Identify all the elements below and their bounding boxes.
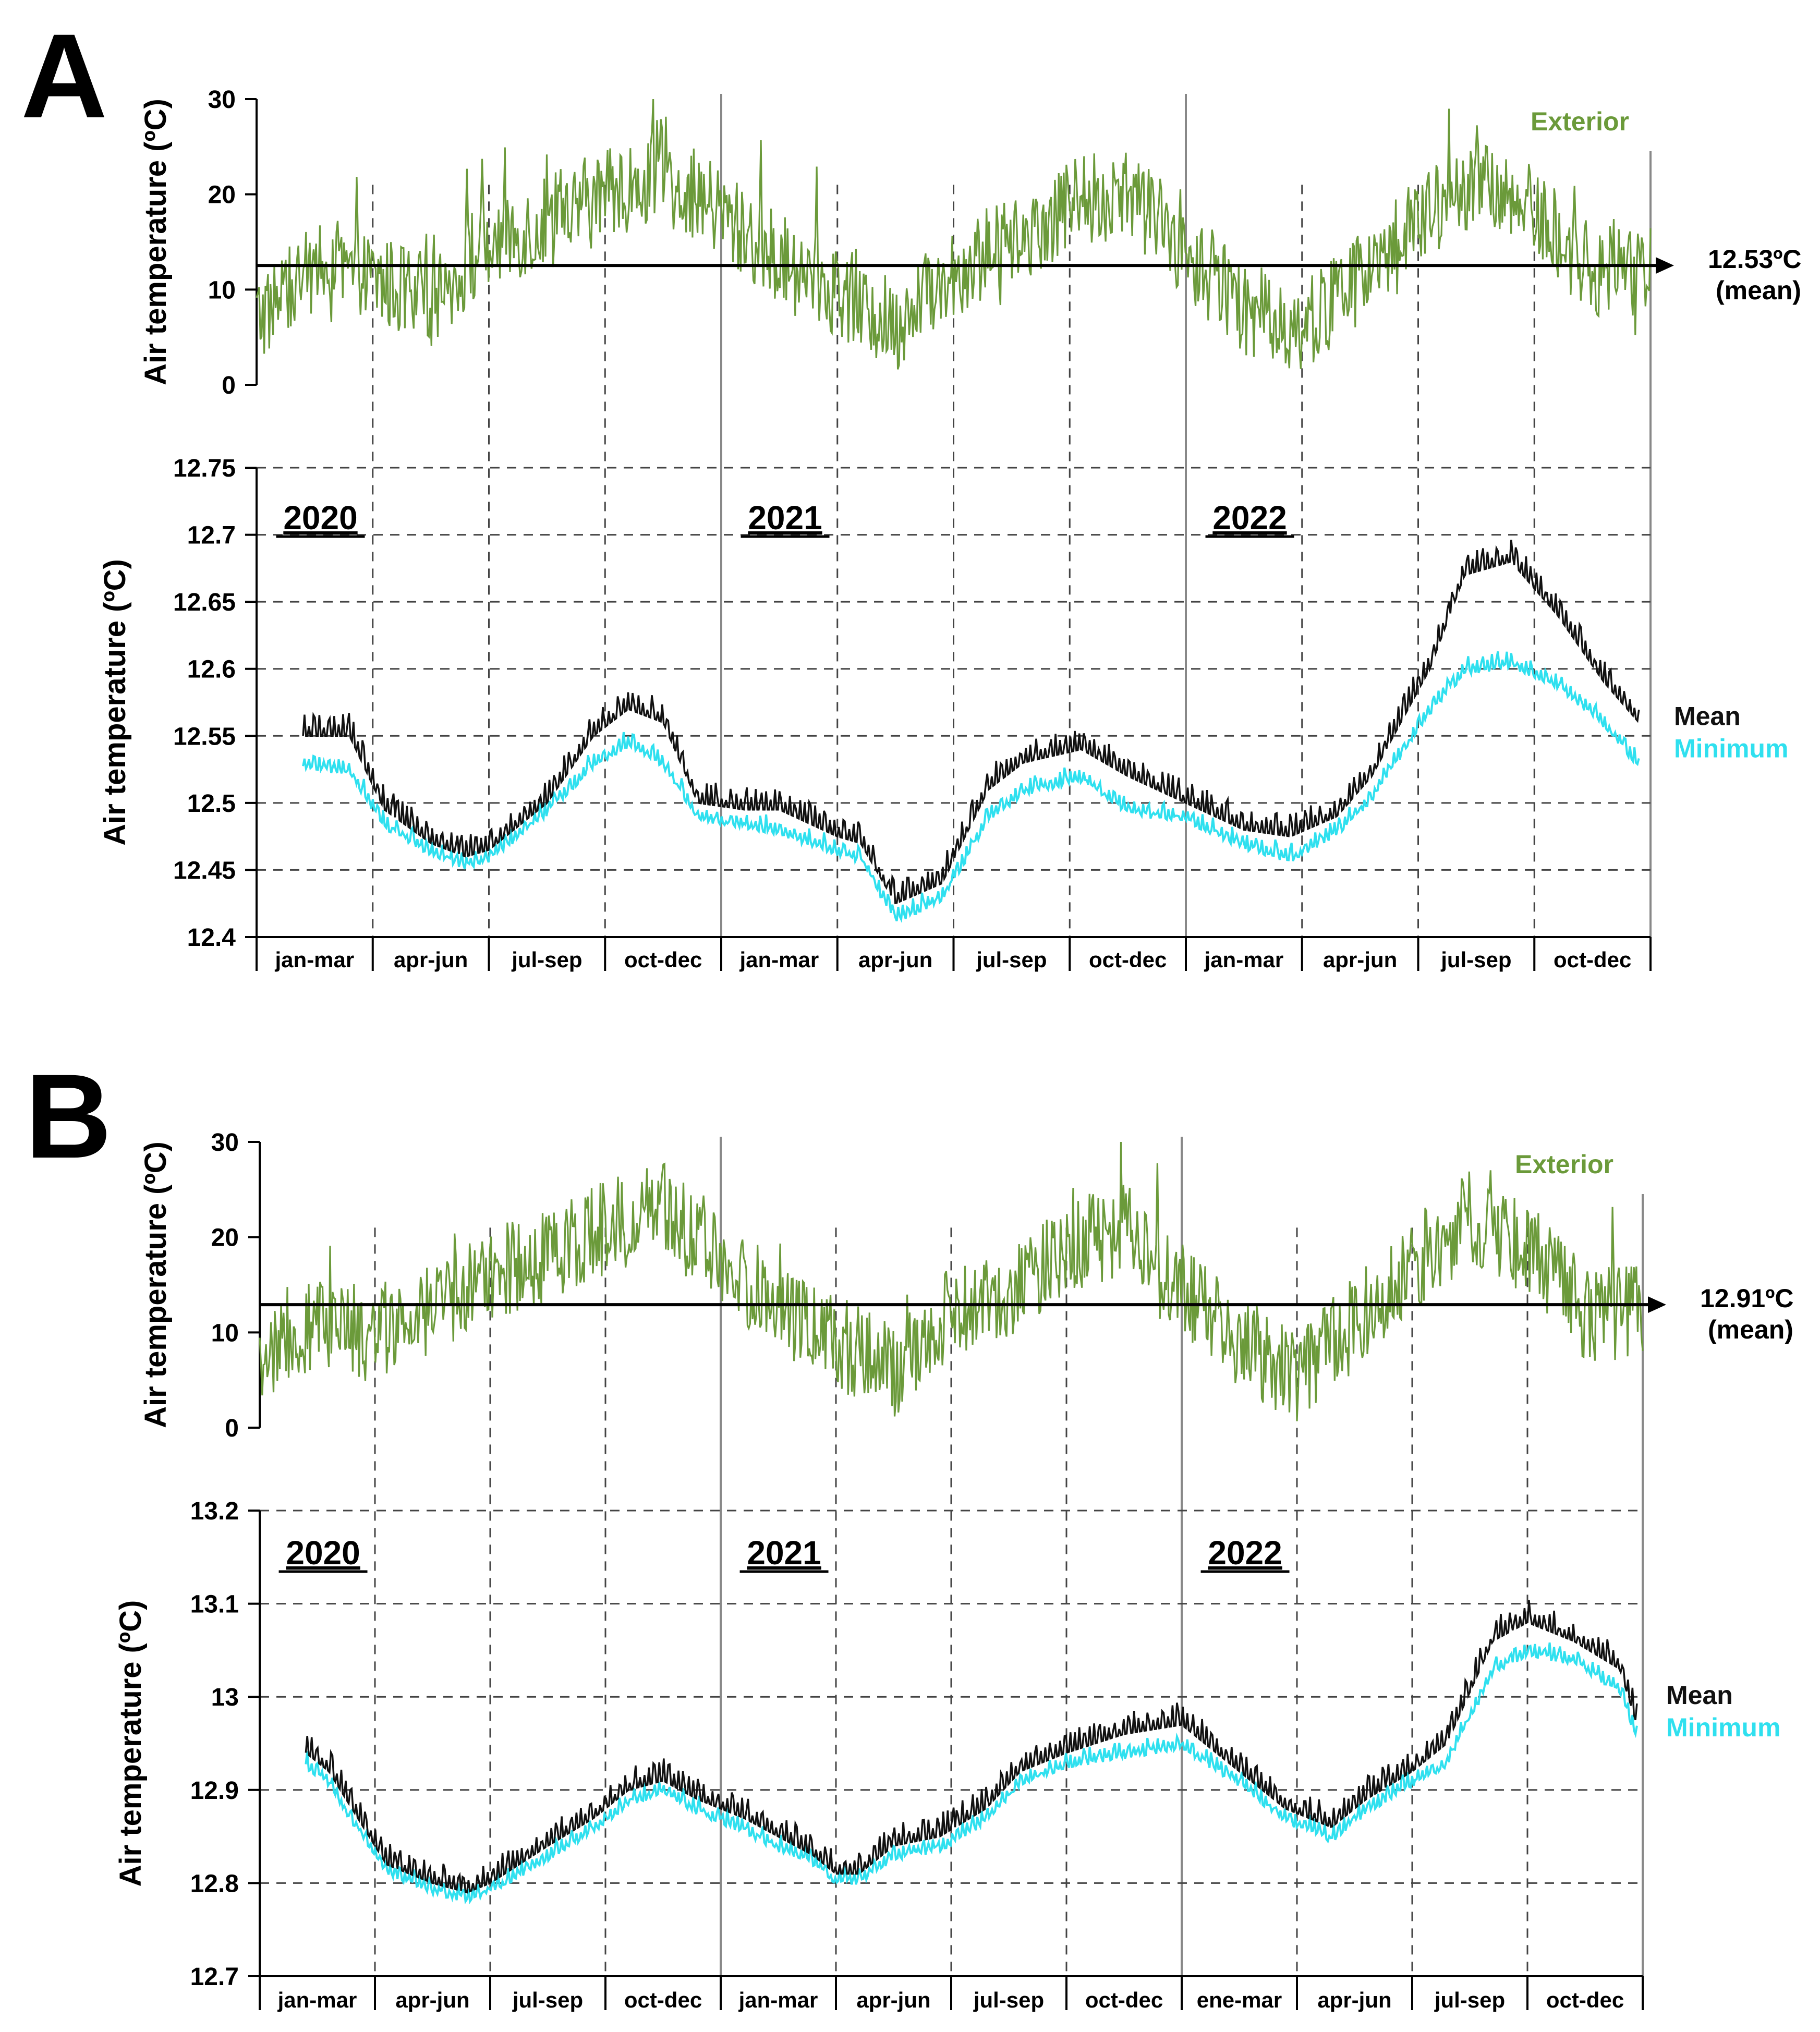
x-tick-label: oct-dec <box>1085 1988 1163 2012</box>
panel-letter: A <box>21 9 107 143</box>
panel-letter: B <box>25 1049 112 1183</box>
lower-y-tick-label: 12.7 <box>190 1963 239 1991</box>
upper-y-tick-label: 30 <box>208 86 236 114</box>
lower-y-tick-label: 12.7 <box>187 522 236 550</box>
x-tick-label: jan-mar <box>738 1988 818 2012</box>
legend-minimum: Minimum <box>1674 734 1788 763</box>
mean-series-line <box>302 540 1640 905</box>
x-tick-label: apr-jun <box>1317 1988 1391 2012</box>
x-tick-label: jul-sep <box>1440 947 1511 972</box>
mean-sublabel: (mean) <box>1708 1315 1793 1344</box>
mean-arrow-head <box>1648 1296 1666 1313</box>
legend-minimum: Minimum <box>1666 1713 1780 1742</box>
x-tick-label: jul-sep <box>976 947 1047 972</box>
panel-a: A 0 10 20 30 Air temperature (ºC) 12.53ºC(mean… <box>21 9 1802 972</box>
panel-b: B 0 10 20 30 Air temperature (ºC) 12.91ºC(mean… <box>25 1049 1794 2012</box>
x-tick-label: oct-dec <box>1089 947 1167 972</box>
year-label: 2022 <box>1212 499 1287 537</box>
mean-value-label: 12.53ºC <box>1708 245 1802 274</box>
lower-y-tick-label: 12.45 <box>173 857 236 884</box>
x-tick-label: jan-mar <box>275 947 355 972</box>
mean-series-line <box>305 1600 1638 1894</box>
mean-sublabel: (mean) <box>1716 276 1801 305</box>
minimum-series-line <box>305 1642 1638 1905</box>
upper-y-tick-label: 20 <box>208 181 236 209</box>
x-tick-label: jan-mar <box>739 947 819 972</box>
legend-exterior: Exterior <box>1531 107 1629 136</box>
lower-y-tick-label: 12.75 <box>173 455 236 482</box>
lower-y-tick-label: 13.2 <box>190 1498 239 1525</box>
lower-y-axis-label: Air temperature (ºC) <box>114 1600 148 1887</box>
x-tick-label: oct-dec <box>624 1988 702 2012</box>
x-tick-label: jul-sep <box>973 1988 1044 2012</box>
lower-y-tick-label: 12.6 <box>187 656 236 684</box>
year-label: 2021 <box>747 1534 821 1572</box>
legend-mean: Mean <box>1674 702 1741 731</box>
x-tick-label: apr-jun <box>394 947 468 972</box>
upper-y-tick-label: 20 <box>211 1224 239 1252</box>
lower-y-tick-label: 12.8 <box>190 1870 239 1897</box>
x-tick-label: apr-jun <box>395 1988 469 2012</box>
year-label: 2020 <box>286 1534 360 1572</box>
x-tick-label: jan-mar <box>1204 947 1284 972</box>
x-tick-label: oct-dec <box>1554 947 1631 972</box>
lower-y-tick-label: 12.5 <box>187 790 236 818</box>
upper-y-tick-label: 10 <box>208 276 236 304</box>
upper-y-tick-label: 0 <box>222 372 236 399</box>
lower-y-tick-label: 13.1 <box>190 1591 239 1619</box>
year-label: 2021 <box>748 499 822 537</box>
x-tick-label: jul-sep <box>511 947 582 972</box>
minimum-series-line <box>302 651 1640 923</box>
year-label: 2022 <box>1208 1534 1282 1572</box>
mean-value-label: 12.91ºC <box>1700 1284 1794 1313</box>
x-tick-label: apr-jun <box>856 1988 930 2012</box>
year-label: 2020 <box>283 499 357 537</box>
x-tick-label: jul-sep <box>512 1988 583 2012</box>
x-tick-label: oct-dec <box>624 947 702 972</box>
x-tick-label: apr-jun <box>1323 947 1397 972</box>
x-tick-label: jul-sep <box>1434 1988 1505 2012</box>
legend-mean: Mean <box>1666 1681 1733 1710</box>
lower-y-tick-label: 12.65 <box>173 589 236 616</box>
lower-y-tick-label: 12.9 <box>190 1777 239 1805</box>
upper-y-tick-label: 0 <box>225 1415 239 1442</box>
upper-y-axis-label: Air temperature (ºC) <box>139 1141 173 1428</box>
lower-y-tick-label: 13 <box>211 1684 239 1711</box>
x-tick-label: jan-mar <box>277 1988 357 2012</box>
x-tick-label: oct-dec <box>1546 1988 1624 2012</box>
upper-y-axis-label: Air temperature (ºC) <box>139 99 173 385</box>
x-tick-label: ene-mar <box>1197 1988 1282 2012</box>
mean-arrow-head <box>1656 257 1674 274</box>
legend-exterior: Exterior <box>1515 1150 1613 1179</box>
lower-y-axis-label: Air temperature (ºC) <box>98 559 132 846</box>
exterior-series-line <box>256 99 1652 370</box>
upper-y-tick-label: 10 <box>211 1319 239 1347</box>
lower-y-tick-label: 12.4 <box>187 924 236 952</box>
x-tick-label: apr-jun <box>858 947 932 972</box>
lower-y-tick-label: 12.55 <box>173 723 236 750</box>
upper-y-tick-label: 30 <box>211 1129 239 1157</box>
exterior-series-line <box>259 1141 1644 1421</box>
